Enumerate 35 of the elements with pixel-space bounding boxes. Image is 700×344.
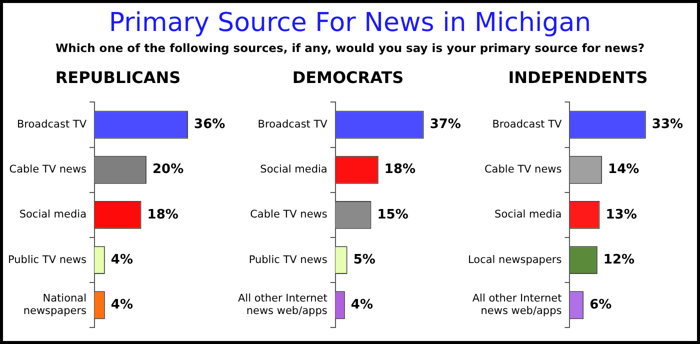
y-tick-label: Public TV news — [8, 254, 87, 266]
y-tick-label: National newspapers — [23, 292, 87, 318]
y-tick-label: All other Internet news web/apps — [472, 292, 562, 318]
data-label: 18% — [147, 207, 178, 222]
data-label: 18% — [384, 162, 416, 178]
y-tick-label: Broadcast TV — [492, 118, 563, 130]
text: Which one of the following sources, if any, would you say is your primary source for news? — [54, 41, 646, 57]
data-label: 14% — [608, 162, 640, 178]
y-tick-label: All other Internet news web/apps — [238, 292, 328, 318]
chart-title: INDEPENDENTS — [508, 68, 648, 87]
data-label: 20% — [152, 162, 184, 178]
data-label: 6% — [590, 298, 612, 313]
y-tick-label: Public TV news — [248, 254, 328, 266]
data-label: 5% — [353, 252, 376, 268]
data-label: 37% — [430, 117, 461, 132]
data-label: 13% — [606, 207, 637, 222]
data-label: 33% — [652, 117, 684, 132]
data-label: 36% — [194, 117, 226, 132]
data-label: 12% — [603, 252, 635, 268]
data-label: 4% — [110, 298, 133, 313]
data-label: 4% — [350, 298, 373, 313]
y-tick-label: Cable TV news — [250, 208, 328, 221]
y-tick-label: Cable TV news — [9, 164, 87, 176]
text: Primary Source For News in Michigan — [108, 7, 592, 39]
y-tick-label: Cable TV news — [484, 164, 562, 176]
y-tick-label: Social media — [494, 208, 562, 221]
chart-title: REPUBLICANS — [55, 68, 181, 87]
data-label: 4% — [110, 252, 133, 268]
y-tick-label: Broadcast TV — [258, 118, 328, 130]
y-tick-label: Broadcast TV — [16, 118, 88, 130]
data-label: 15% — [377, 207, 408, 222]
y-tick-label: Local newspapers — [468, 254, 562, 266]
y-tick-label: Social media — [19, 208, 87, 221]
y-tick-label: Social media — [260, 164, 328, 176]
chart-title: DEMOCRATS — [292, 68, 404, 87]
